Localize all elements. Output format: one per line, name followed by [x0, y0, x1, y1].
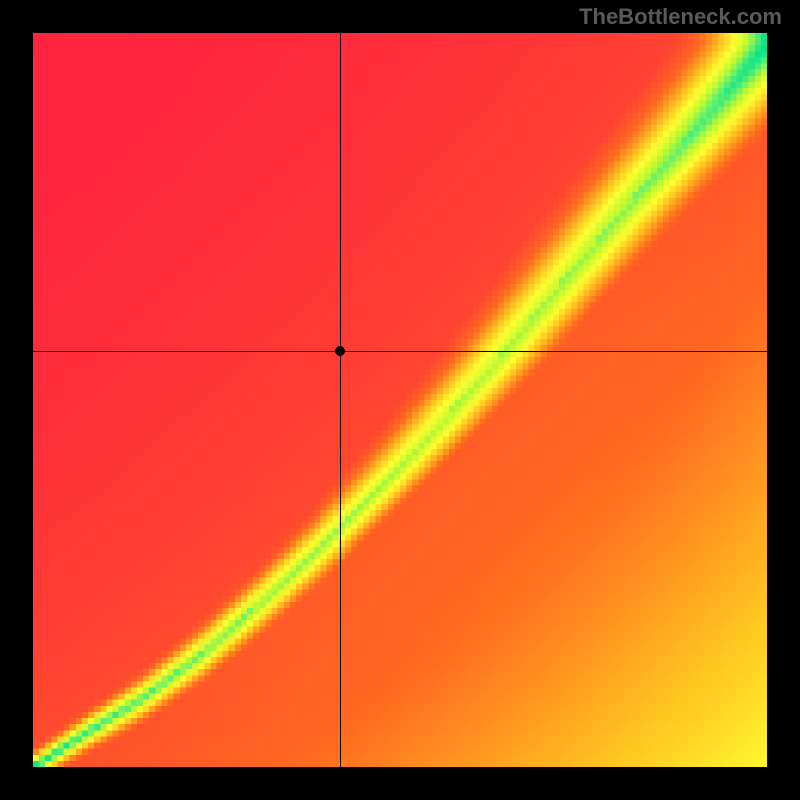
plot-area	[33, 33, 767, 767]
watermark-text: TheBottleneck.com	[579, 4, 782, 30]
chart-container: TheBottleneck.com	[0, 0, 800, 800]
heatmap-canvas	[33, 33, 767, 767]
crosshair-marker[interactable]	[335, 346, 345, 356]
crosshair-horizontal	[33, 351, 767, 352]
crosshair-vertical	[340, 33, 341, 767]
